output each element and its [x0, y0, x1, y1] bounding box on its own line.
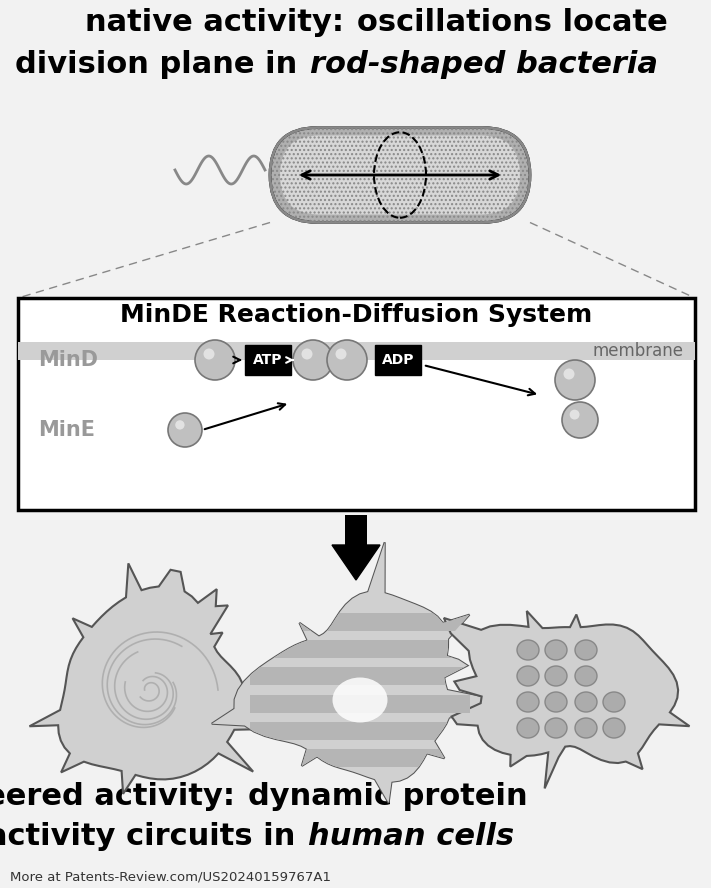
- Ellipse shape: [203, 348, 215, 360]
- Bar: [250, 749, 470, 767]
- Ellipse shape: [545, 718, 567, 738]
- Text: engineered activity:: engineered activity:: [0, 782, 246, 811]
- Bar: [18, 342, 695, 360]
- Polygon shape: [212, 543, 498, 803]
- Polygon shape: [212, 543, 498, 803]
- Text: human cells: human cells: [308, 822, 514, 851]
- Text: MinE: MinE: [38, 420, 95, 440]
- Ellipse shape: [570, 409, 579, 419]
- FancyBboxPatch shape: [270, 128, 530, 223]
- Ellipse shape: [575, 692, 597, 712]
- Polygon shape: [332, 545, 380, 580]
- Ellipse shape: [517, 640, 539, 660]
- Ellipse shape: [545, 640, 567, 660]
- Ellipse shape: [575, 666, 597, 686]
- Ellipse shape: [168, 413, 202, 447]
- Ellipse shape: [336, 348, 346, 360]
- FancyBboxPatch shape: [245, 345, 291, 375]
- Bar: [250, 668, 470, 686]
- Bar: [250, 722, 470, 740]
- Text: oscillations locate: oscillations locate: [357, 8, 668, 37]
- FancyBboxPatch shape: [375, 345, 421, 375]
- Text: native activity:: native activity:: [85, 8, 355, 37]
- Text: membrane: membrane: [592, 342, 683, 360]
- Text: dynamic protein: dynamic protein: [248, 782, 528, 811]
- FancyBboxPatch shape: [280, 136, 520, 215]
- Bar: [250, 640, 470, 658]
- Ellipse shape: [575, 718, 597, 738]
- Text: MinD: MinD: [38, 350, 98, 370]
- Ellipse shape: [517, 692, 539, 712]
- Ellipse shape: [517, 718, 539, 738]
- Text: ATP: ATP: [253, 353, 283, 367]
- Ellipse shape: [195, 340, 235, 380]
- Ellipse shape: [603, 692, 625, 712]
- Text: division plane in: division plane in: [15, 50, 308, 79]
- Text: rod-shaped bacteria: rod-shaped bacteria: [310, 50, 658, 79]
- Text: ADP: ADP: [382, 353, 415, 367]
- Ellipse shape: [327, 340, 367, 380]
- Ellipse shape: [333, 678, 387, 723]
- Bar: [250, 694, 470, 712]
- Ellipse shape: [301, 348, 313, 360]
- Text: activity circuits in: activity circuits in: [0, 822, 306, 851]
- Ellipse shape: [175, 420, 185, 430]
- Text: More at Patents-Review.com/US20240159767A1: More at Patents-Review.com/US20240159767…: [10, 870, 331, 883]
- Bar: [18, 298, 695, 510]
- Ellipse shape: [564, 369, 574, 379]
- Polygon shape: [29, 563, 253, 794]
- Ellipse shape: [603, 718, 625, 738]
- Ellipse shape: [555, 360, 595, 400]
- Text: MinDE Reaction-Diffusion System: MinDE Reaction-Diffusion System: [120, 303, 593, 327]
- Ellipse shape: [517, 666, 539, 686]
- Ellipse shape: [545, 666, 567, 686]
- Bar: [250, 613, 470, 631]
- Ellipse shape: [575, 640, 597, 660]
- Ellipse shape: [545, 692, 567, 712]
- Ellipse shape: [293, 340, 333, 380]
- Ellipse shape: [562, 402, 598, 438]
- Bar: [345, 515, 367, 545]
- Polygon shape: [444, 611, 690, 789]
